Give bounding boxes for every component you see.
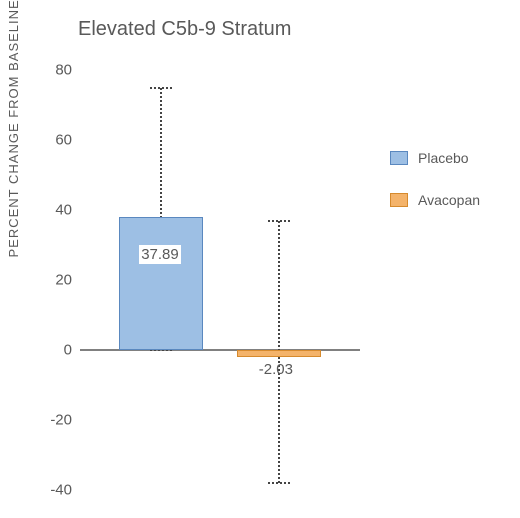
legend: Placebo Avacopan: [390, 150, 480, 234]
plot-area: -40-2002040608037.89-2.03: [80, 70, 360, 490]
legend-swatch: [390, 151, 408, 165]
bar-placebo: [119, 217, 203, 350]
y-tick-label: 40: [55, 202, 72, 219]
legend-label: Avacopan: [418, 192, 480, 208]
y-tick-label: 80: [55, 62, 72, 79]
y-tick-label: 20: [55, 272, 72, 289]
y-tick-label: -20: [50, 412, 72, 429]
bar-avacopan: [237, 350, 321, 357]
value-label-placebo: 37.89: [139, 245, 181, 264]
y-tick-label: -40: [50, 482, 72, 499]
value-label-avacopan: -2.03: [259, 361, 293, 378]
legend-label: Placebo: [418, 150, 469, 166]
y-tick-label: 60: [55, 132, 72, 149]
legend-item-avacopan: Avacopan: [390, 192, 480, 208]
y-tick-label: 0: [64, 342, 72, 359]
chart-title: Elevated C5b-9 Stratum: [78, 18, 291, 41]
y-axis-label: PERCENT CHANGE FROM BASELINE: [6, 0, 21, 258]
legend-swatch: [390, 193, 408, 207]
error-cap-bottom: [268, 482, 290, 484]
legend-item-placebo: Placebo: [390, 150, 480, 166]
error-cap-top: [150, 87, 172, 89]
error-cap-top: [268, 220, 290, 222]
chart-container: Elevated C5b-9 Stratum PERCENT CHANGE FR…: [0, 0, 520, 518]
